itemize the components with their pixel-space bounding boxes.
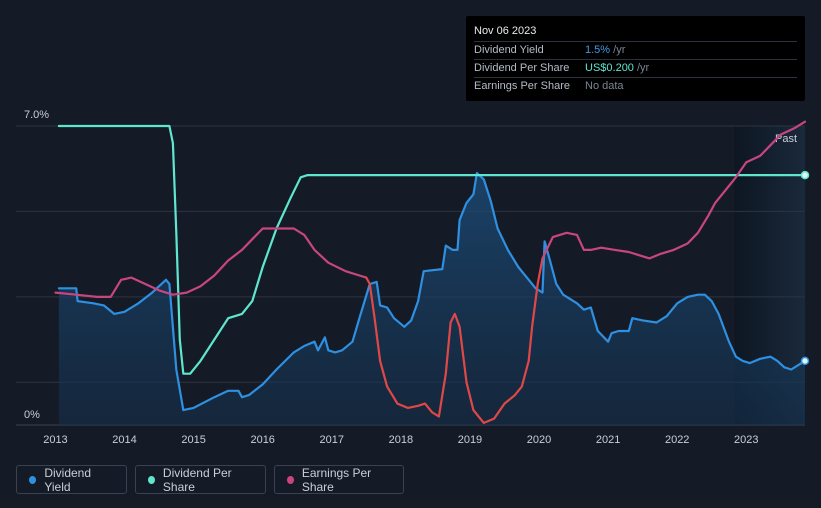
tooltip-row-dividend-per-share: Dividend Per Share US$0.200 /yr [474, 59, 797, 77]
legend-dividend-yield[interactable]: Dividend Yield [16, 465, 127, 494]
tooltip-label: Earnings Per Share [474, 80, 570, 92]
legend-dividend-per-share[interactable]: Dividend Per Share [135, 465, 266, 494]
legend-earnings-per-share[interactable]: Earnings Per Share [274, 465, 404, 494]
tooltip-row-dividend-yield: Dividend Yield 1.5% /yr [474, 41, 797, 59]
x-tick-label: 2013 [43, 434, 67, 446]
series-line-earnings-per-share-down [365, 257, 544, 424]
tooltip-value: US$0.200 /yr [585, 60, 649, 77]
x-tick-label: 2016 [250, 434, 274, 446]
x-tick-label: 2015 [181, 434, 205, 446]
end-marker-dividend-per-share [800, 170, 810, 180]
end-marker-dividend-yield [800, 356, 810, 366]
x-tick-label: 2017 [320, 434, 344, 446]
series-line-dividend-yield [57, 171, 807, 412]
legend-dot-icon [287, 475, 294, 484]
tooltip-value-unit: /yr [633, 62, 650, 74]
x-tick-label: 2020 [527, 434, 551, 446]
legend-dot-icon [29, 475, 37, 484]
legend-label: Dividend Yield [44, 465, 92, 494]
past-label: Past [775, 133, 797, 145]
x-tick-label: 2019 [458, 434, 482, 446]
tooltip-label: Dividend Yield [474, 44, 544, 56]
tooltip-value-number: 1.5% [585, 44, 611, 56]
series-line-earnings-per-share-up-2 [541, 120, 807, 260]
tooltip-value-unit: /yr [610, 44, 626, 56]
tooltip-label: Dividend Per Share [474, 62, 570, 74]
legend-dot-icon [148, 475, 155, 484]
x-tick-label: 2018 [389, 434, 413, 446]
tooltip-value-number: No data [585, 80, 624, 92]
y-axis-top-label: 7.0% [24, 109, 49, 121]
x-tick-label: 2014 [112, 434, 136, 446]
series-line-dividend-per-share [57, 124, 807, 375]
x-tick-label: 2022 [665, 434, 689, 446]
legend-label: Dividend Per Share [162, 465, 232, 494]
y-axis-bottom-label: 0% [24, 409, 40, 421]
series-area-dividend-yield [58, 173, 805, 425]
tooltip-value: No data [585, 78, 624, 95]
tooltip-value-number: US$0.200 [585, 62, 634, 74]
tooltip-value: 1.5% /yr [585, 42, 625, 59]
tooltip-panel: Nov 06 2023 Dividend Yield 1.5% /yr Divi… [466, 16, 805, 101]
tooltip-row-earnings-per-share: Earnings Per Share No data [474, 77, 797, 95]
series-line-earnings-per-share-up [54, 227, 368, 298]
x-tick-label: 2021 [596, 434, 620, 446]
x-tick-label: 2023 [734, 434, 758, 446]
legend-label: Earnings Per Share [301, 465, 372, 494]
tooltip-date: Nov 06 2023 [474, 25, 537, 37]
